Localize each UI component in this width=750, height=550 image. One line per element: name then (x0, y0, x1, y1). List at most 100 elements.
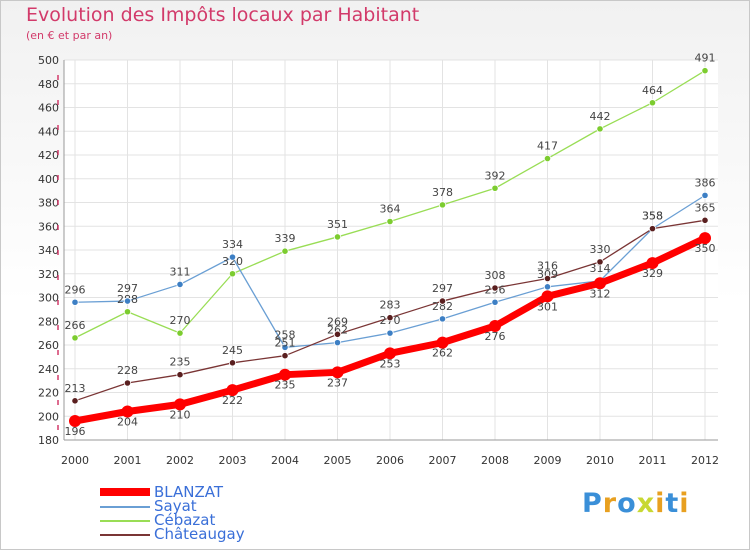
data-point-sayat (438, 315, 447, 323)
data-point-sayat (386, 329, 394, 337)
data-label-chateaugay: 283 (380, 299, 401, 312)
data-label-chateaugay: 308 (485, 269, 506, 282)
data-label-cebazat: 320 (222, 255, 243, 268)
data-point-sayat (228, 253, 237, 261)
y-tick-label: 300 (38, 292, 59, 305)
legend-label-sayat: Sayat (154, 497, 197, 515)
y-tick-label: 260 (38, 339, 59, 352)
y-tick-label: 240 (38, 363, 59, 376)
data-label-cebazat: 491 (695, 52, 716, 65)
logo-letter: o (617, 488, 637, 519)
x-tick-label: 2007 (429, 454, 457, 467)
data-point-chateaugay (596, 258, 604, 266)
logo-letter: i (655, 488, 666, 519)
data-point-blanzat (594, 277, 606, 290)
data-point-chateaugay (386, 314, 394, 322)
data-label-cebazat: 464 (642, 84, 663, 97)
x-tick-label: 2003 (219, 454, 247, 467)
data-point-chateaugay (176, 371, 184, 379)
data-label-cebazat: 351 (327, 218, 348, 231)
logo-letter: P (582, 488, 603, 519)
data-label-chateaugay: 316 (537, 260, 558, 273)
chart-legend: BLANZAT Sayat Cébazat Châteaugay (100, 483, 300, 542)
legend-swatch-chateaugay (100, 534, 150, 536)
data-point-sayat (71, 298, 79, 306)
data-label-sayat: 262 (327, 324, 348, 337)
y-tick-label: 280 (38, 315, 59, 328)
logo-letter: r (602, 488, 618, 519)
data-label-cebazat: 417 (537, 140, 558, 153)
data-label-blanzat: 235 (275, 379, 296, 392)
legend-swatch-sayat (100, 506, 150, 508)
data-point-blanzat (646, 257, 659, 270)
data-point-blanzat (384, 347, 396, 360)
x-tick-label: 2002 (166, 454, 194, 467)
y-tick-label: 180 (38, 434, 59, 447)
x-tick-label: 2005 (324, 454, 352, 467)
data-point-chateaugay (281, 352, 289, 360)
y-tick-label: 400 (38, 173, 59, 186)
legend-label-blanzat: BLANZAT (154, 483, 224, 501)
data-label-blanzat: 329 (642, 267, 663, 280)
data-point-blanzat (121, 405, 134, 418)
data-label-blanzat: 350 (695, 242, 716, 255)
legend-item-sayat: Sayat (100, 497, 300, 515)
data-label-chateaugay: 245 (222, 344, 243, 357)
y-tick-label: 220 (38, 387, 59, 400)
data-point-blanzat (174, 398, 186, 411)
data-point-cebazat (596, 125, 604, 133)
legend-swatch-blanzat (100, 488, 150, 496)
x-tick-label: 2011 (639, 454, 667, 467)
data-point-sayat (543, 283, 552, 291)
data-label-sayat: 309 (537, 268, 558, 281)
data-point-blanzat (489, 320, 501, 332)
data-point-chateaugay (543, 274, 552, 283)
logo-letter: t (665, 488, 680, 519)
data-label-cebazat: 270 (170, 314, 191, 327)
data-label-chateaugay: 358 (642, 210, 663, 223)
data-label-chateaugay: 269 (327, 315, 348, 328)
chart-subtitle: (en € et par an) (26, 29, 113, 42)
data-label-cebazat: 339 (275, 232, 296, 245)
data-point-chateaugay (491, 284, 499, 292)
chart-title: Evolution des Impôts locaux par Habitant (26, 4, 420, 26)
data-point-blanzat (226, 384, 239, 397)
x-tick-label: 2010 (586, 454, 614, 467)
data-point-chateaugay (701, 216, 709, 224)
y-tick-label: 200 (38, 410, 59, 423)
data-label-sayat: 334 (222, 238, 243, 251)
data-point-blanzat (541, 290, 554, 303)
data-point-blanzat (69, 415, 81, 427)
legend-item-chateaugay: Châteaugay (100, 526, 300, 542)
data-point-blanzat (279, 368, 291, 381)
data-point-cebazat (386, 217, 394, 226)
data-point-chateaugay (228, 359, 237, 367)
data-label-sayat: 282 (432, 300, 453, 313)
data-label-sayat: 358 (642, 210, 663, 223)
data-point-chateaugay (333, 330, 342, 338)
data-point-chateaugay (123, 379, 132, 387)
data-label-sayat: 386 (695, 176, 716, 189)
data-point-chateaugay (71, 397, 79, 405)
legend-swatch-cebazat (100, 520, 150, 522)
y-tick-label: 480 (38, 78, 59, 91)
data-label-sayat: 314 (590, 262, 611, 275)
x-tick-label: 2004 (271, 454, 299, 467)
data-label-cebazat: 378 (432, 186, 453, 199)
data-label-sayat: 296 (65, 283, 86, 296)
data-label-blanzat: 301 (537, 300, 558, 313)
data-label-blanzat: 222 (222, 394, 243, 407)
data-point-cebazat (71, 334, 79, 342)
y-tick-label: 380 (38, 197, 59, 210)
x-tick-label: 2012 (691, 454, 719, 467)
data-label-chateaugay: 297 (432, 282, 453, 295)
data-label-blanzat: 276 (485, 330, 506, 343)
data-point-chateaugay (438, 297, 447, 305)
data-label-blanzat: 210 (170, 408, 191, 421)
logo-letter: i (679, 488, 690, 519)
data-point-sayat (701, 191, 709, 199)
data-label-blanzat: 253 (380, 357, 401, 370)
data-point-blanzat (331, 366, 344, 379)
data-label-blanzat: 204 (117, 416, 138, 429)
